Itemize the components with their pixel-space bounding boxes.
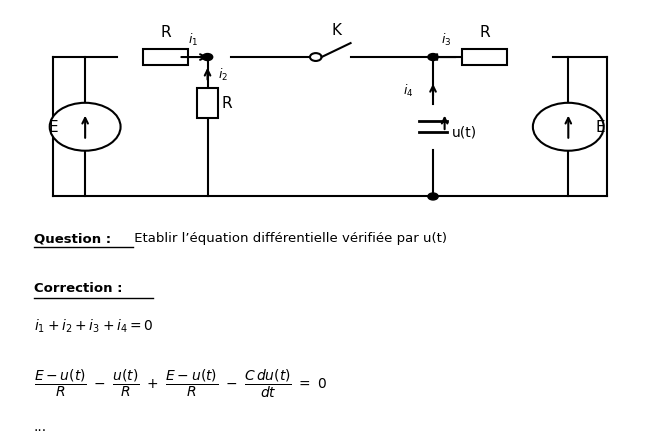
Text: R: R	[222, 96, 232, 111]
Text: u(t): u(t)	[452, 125, 477, 139]
Text: Etablir l’équation différentielle vérifiée par u(t): Etablir l’équation différentielle vérifi…	[130, 232, 447, 245]
Circle shape	[203, 54, 213, 61]
Bar	[143, 49, 188, 66]
Circle shape	[50, 103, 120, 152]
Circle shape	[428, 54, 438, 61]
Text: Question :: Question :	[34, 232, 111, 245]
Bar	[197, 88, 218, 119]
Text: $i_4$: $i_4$	[403, 82, 413, 99]
Text: $\dfrac{E - u(t)}{R}\ -\ \dfrac{u(t)}{R}\ +\ \dfrac{E - u(t)}{R}\ -\ \dfrac{C\,d: $\dfrac{E - u(t)}{R}\ -\ \dfrac{u(t)}{R}…	[34, 367, 327, 399]
Circle shape	[533, 103, 604, 152]
Circle shape	[428, 194, 438, 201]
Text: K: K	[331, 23, 342, 39]
Text: $i_3$: $i_3$	[441, 32, 451, 48]
Bar	[462, 49, 507, 66]
Text: R: R	[160, 25, 171, 40]
Text: ...: ...	[34, 419, 47, 433]
Text: E: E	[595, 120, 605, 135]
Text: R: R	[479, 25, 490, 40]
Text: Correction :: Correction :	[34, 282, 122, 295]
Text: $i_1$: $i_1$	[188, 32, 199, 48]
Text: E: E	[49, 120, 58, 135]
Circle shape	[310, 54, 322, 62]
Text: $i_1 + i_2 + i_3 + i_4 = 0$: $i_1 + i_2 + i_3 + i_4 = 0$	[34, 317, 153, 334]
Text: $i_2$: $i_2$	[218, 67, 228, 82]
